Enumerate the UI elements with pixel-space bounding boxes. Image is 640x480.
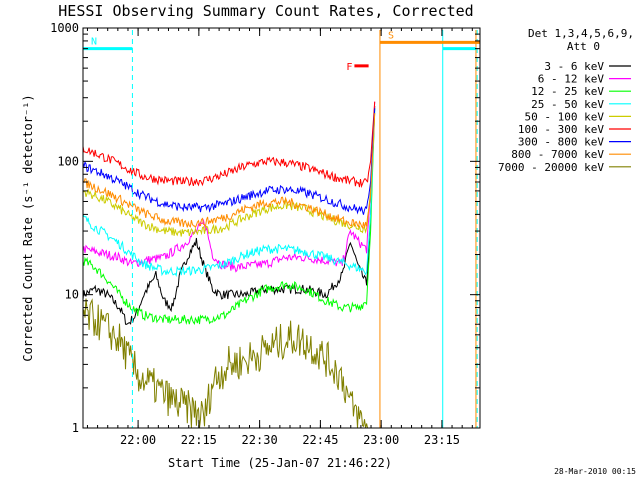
plot-area: N S F (83, 30, 480, 428)
y-axis-ticks: 1 10 100 1000 (50, 21, 480, 435)
legend-label-25-50-kev: 25 - 50 keV (531, 98, 604, 111)
legend-header-line-1: Det 1,3,4,5,6,9, (528, 27, 634, 40)
y-tick-label: 1000 (50, 21, 79, 35)
flag-label-f: F (346, 62, 352, 73)
chart-title: HESSI Observing Summary Count Rates, Cor… (58, 2, 473, 20)
flag-label-s: S (388, 30, 394, 41)
legend-label-12-25-kev: 12 - 25 keV (531, 85, 604, 98)
series-line-25-50-kev (83, 110, 376, 277)
x-tick-label: 22:00 (120, 433, 156, 447)
x-tick-label: 23:00 (363, 433, 399, 447)
series-line-3-6-kev (83, 105, 376, 325)
y-axis-label: Corrected Count Rate (s⁻¹ detector⁻¹) (21, 94, 35, 361)
series-line-12-25-kev (83, 108, 376, 325)
legend-header-line-2: Att 0 (567, 40, 600, 53)
series-layer (83, 101, 376, 428)
legend-label-3-6-kev: 3 - 6 keV (544, 60, 604, 73)
x-tick-label: 23:15 (424, 433, 460, 447)
legend-label-7000-20000-kev: 7000 - 20000 keV (498, 161, 604, 174)
x-tick-label: 22:30 (242, 433, 278, 447)
y-tick-label: 100 (57, 154, 79, 168)
y-tick-label: 1 (72, 421, 79, 435)
series-line-300-800-kev (83, 108, 376, 215)
legend-label-300-800-kev: 300 - 800 keV (518, 136, 604, 149)
y-tick-label: 10 (65, 288, 79, 302)
series-line-7000-20000-kev (83, 298, 375, 428)
x-axis-ticks: 22:00 22:15 22:30 22:45 23:00 23:15 (86, 28, 473, 447)
legend-label-50-100-kev: 50 - 100 keV (525, 110, 605, 123)
footer-timestamp: 28-Mar-2010 00:15 (554, 467, 636, 476)
x-tick-label: 22:45 (302, 433, 338, 447)
x-tick-label: 22:15 (181, 433, 217, 447)
plot-frame (82, 27, 481, 429)
series-line-800-7000-kev (83, 113, 376, 230)
series-line-6-12-kev (83, 101, 376, 273)
series-line-100-300-kev (83, 101, 376, 189)
legend-label-6-12-kev: 6 - 12 keV (538, 73, 605, 86)
x-axis-label: Start Time (25-Jan-07 21:46:22) (168, 456, 392, 470)
flag-label-n: N (91, 37, 97, 48)
legend-label-800-7000-kev: 800 - 7000 keV (511, 148, 604, 161)
marker-layer: N S F (83, 30, 480, 428)
legend-label-100-300-kev: 100 - 300 keV (518, 123, 604, 136)
